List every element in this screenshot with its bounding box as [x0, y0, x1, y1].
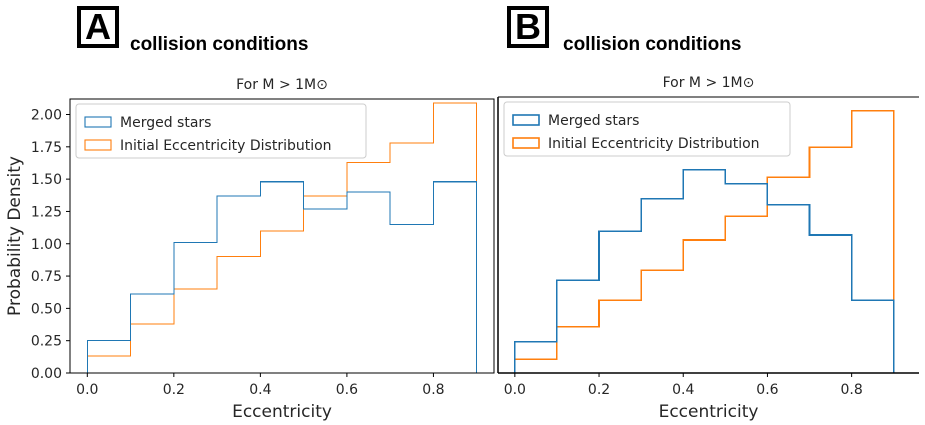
- legend-swatch: [512, 137, 540, 149]
- x-tick-label: 0.8: [841, 382, 863, 398]
- y-tick-label: 2.00: [31, 108, 62, 124]
- legend-label: Initial Eccentricity Distribution: [548, 136, 760, 152]
- series-line-merged-stars: [514, 168, 895, 373]
- legend-label: Merged stars: [548, 113, 639, 129]
- legend-swatch: [84, 116, 112, 128]
- x-tick-label: 0.2: [588, 382, 610, 398]
- series-line-merged-stars: [86, 181, 478, 373]
- x-tick-label: 0.0: [504, 382, 526, 398]
- panel-b-caption: collision conditions: [563, 34, 742, 55]
- legend-box: [75, 103, 367, 159]
- y-tick-label: 1.50: [31, 172, 62, 188]
- chart-title: For M > 1M⊙: [663, 75, 755, 91]
- legend-swatch: [84, 139, 112, 151]
- x-tick-label: 0.2: [163, 382, 185, 398]
- y-tick-label: 0.25: [31, 334, 62, 350]
- y-tick-label: 1.00: [31, 237, 62, 253]
- x-tick-label: 0.4: [249, 382, 271, 398]
- y-tick-label: 0.00: [31, 366, 62, 382]
- x-tick-label: 0.4: [672, 382, 694, 398]
- series-line-initial-eccentricity: [514, 110, 895, 373]
- y-tick-label: 1.75: [31, 140, 62, 156]
- chart-title: For M > 1M⊙: [236, 77, 328, 93]
- axes-frame: [69, 98, 495, 374]
- y-tick-label: 0.50: [31, 301, 62, 317]
- legend-swatch: [512, 114, 540, 126]
- panel-b-badge: B: [507, 6, 549, 48]
- y-axis-label: Probability Density: [5, 156, 25, 316]
- series-line-initial-eccentricity: [86, 102, 478, 373]
- legend-label: Initial Eccentricity Distribution: [120, 138, 332, 154]
- x-tick-label: 0.0: [76, 382, 98, 398]
- x-axis-label: Eccentricity: [659, 402, 759, 422]
- legend-label: Merged stars: [120, 115, 211, 131]
- x-axis-label: Eccentricity: [232, 402, 332, 422]
- y-tick-label: 1.25: [31, 204, 62, 220]
- legend-box: [503, 101, 791, 157]
- x-tick-label: 0.6: [336, 382, 358, 398]
- x-tick-label: 0.6: [756, 382, 778, 398]
- chart-panel-a: 0.0 0.2 0.4 0.6 0.8 0.00 0.25 0.50 0.75 1.00 1.25 1…: [5, 77, 495, 422]
- panel-a-badge: A: [77, 6, 119, 48]
- panel-a-caption: collision conditions: [130, 34, 309, 55]
- x-tick-label: 0.8: [422, 382, 444, 398]
- chart-panel-b: 0.0 0.2 0.4 0.6 0.8 Eccentricity For M > 1M⊙ Me…: [497, 75, 919, 422]
- y-tick-label: 0.75: [31, 269, 62, 285]
